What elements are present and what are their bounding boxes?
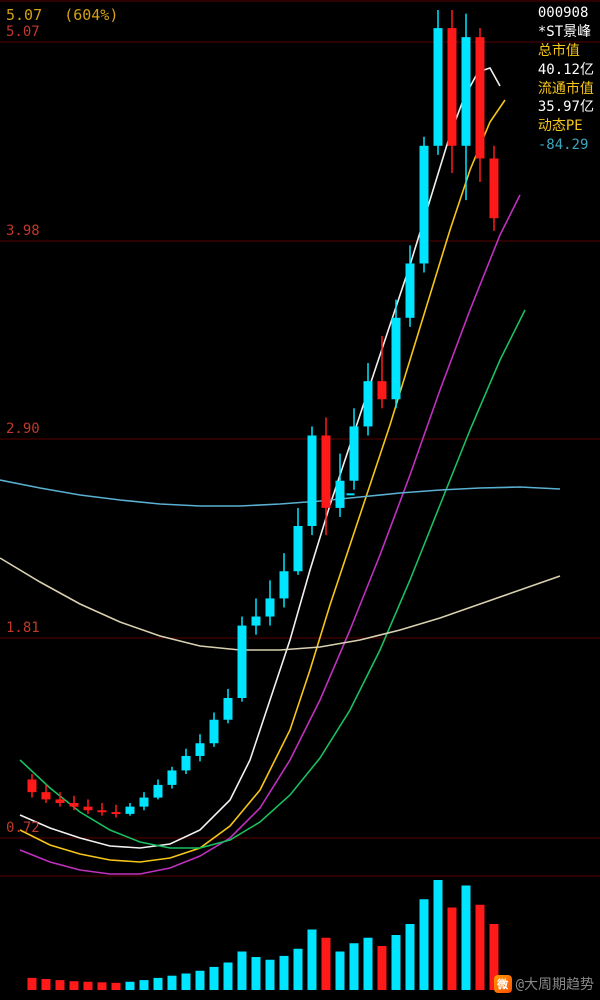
y-axis-label: 1.81 <box>6 620 40 636</box>
pe-label: 动态PE <box>538 117 594 136</box>
pct-change: (604%) <box>64 6 118 24</box>
y-axis-label: 2.90 <box>6 421 40 437</box>
market-cap-value: 40.12亿 <box>538 61 594 80</box>
market-cap-label: 总市值 <box>538 42 594 61</box>
stock-code: 000908 <box>538 4 594 23</box>
y-axis-label: 5.07 <box>6 24 40 40</box>
chart-svg[interactable] <box>0 0 600 1000</box>
info-panel: 000908 *ST景峰 总市值 40.12亿 流通市值 35.97亿 动态PE… <box>538 4 594 155</box>
price-header: 5.07 (604%) <box>6 6 118 24</box>
y-axis-label: 0.72 <box>6 820 40 836</box>
watermark: 微 @大周期趋势 <box>494 974 594 994</box>
weibo-icon: 微 <box>494 975 512 993</box>
pe-value: -84.29 <box>538 136 594 155</box>
float-cap-label: 流通市值 <box>538 80 594 99</box>
current-price: 5.07 <box>6 6 42 24</box>
y-axis-label: 3.98 <box>6 223 40 239</box>
watermark-handle: @大周期趋势 <box>516 974 594 994</box>
float-cap-value: 35.97亿 <box>538 98 594 117</box>
stock-chart-container[interactable]: 5.07 (604%) 000908 *ST景峰 总市值 40.12亿 流通市值… <box>0 0 600 1000</box>
stock-name: *ST景峰 <box>538 23 594 42</box>
